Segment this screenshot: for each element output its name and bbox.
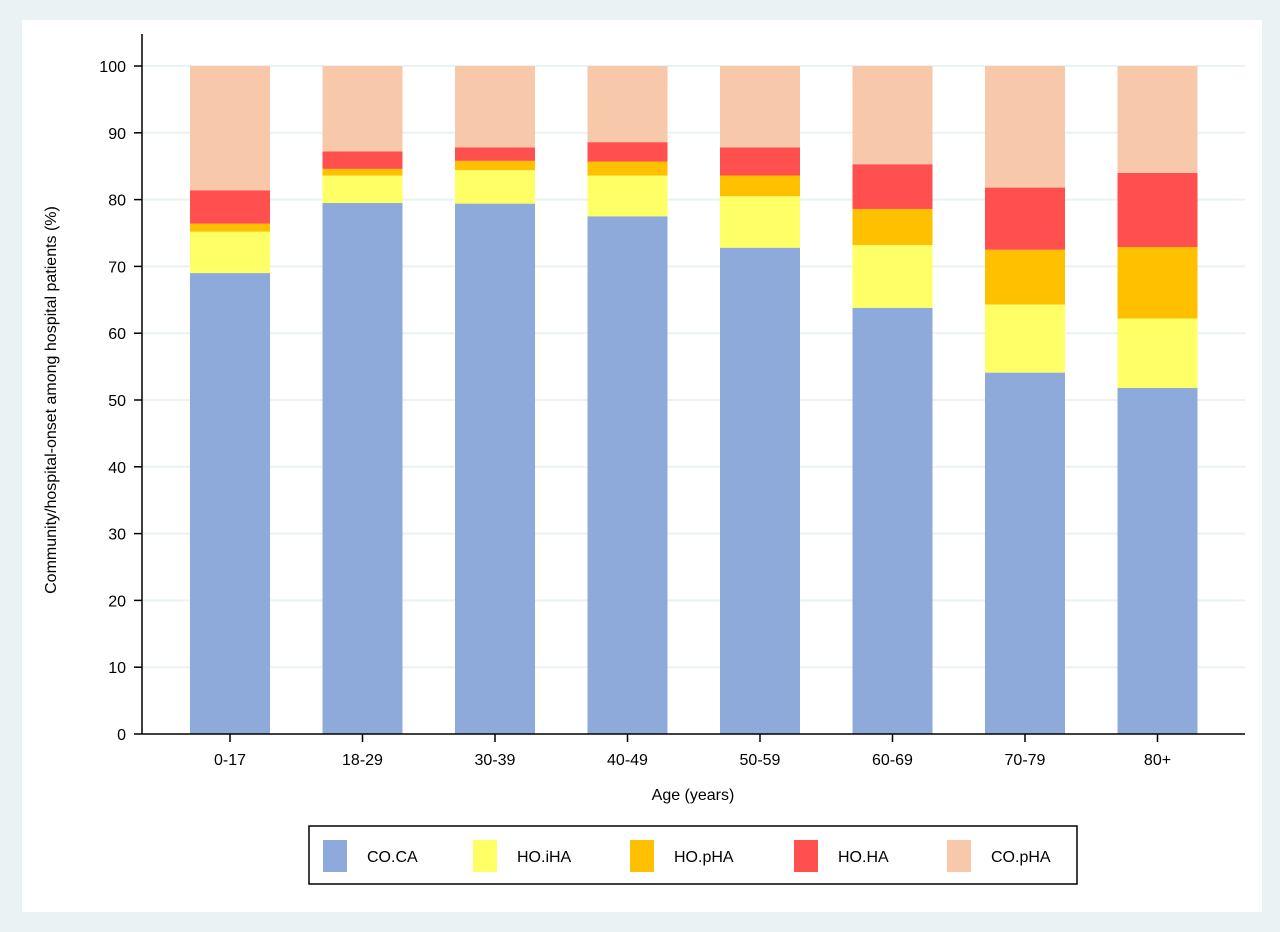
bar-co-pha-80plus bbox=[1117, 66, 1198, 173]
y-tick-label: 20 bbox=[108, 593, 126, 610]
bar-co-pha-18-29 bbox=[322, 66, 403, 152]
bar-co-pha-40-49 bbox=[587, 66, 668, 143]
legend-swatch-ho-iha bbox=[473, 840, 497, 872]
bar-ho-pha-70-79 bbox=[985, 249, 1065, 305]
bar-co-ca-80plus bbox=[1117, 387, 1198, 734]
x-tick-label: 50-59 bbox=[740, 752, 781, 769]
legend-label-co-ca: CO.CA bbox=[367, 849, 418, 866]
x-tick-label: 18-29 bbox=[342, 752, 383, 769]
y-tick-label: 40 bbox=[108, 460, 126, 477]
bar-co-ca-30-39 bbox=[455, 203, 535, 734]
bar-ho-iha-80plus bbox=[1117, 318, 1198, 388]
bar-co-pha-30-39 bbox=[455, 66, 535, 148]
bars bbox=[190, 66, 1198, 735]
bar-co-pha-60-69 bbox=[852, 66, 933, 165]
bar-co-pha-50-59 bbox=[720, 66, 800, 148]
bar-ho-iha-50-59 bbox=[720, 196, 800, 248]
legend-label-ho-pha: HO.pHA bbox=[674, 849, 734, 866]
legend-label-ho-iha: HO.iHA bbox=[517, 849, 572, 866]
bar-ho-pha-30-39 bbox=[455, 160, 535, 171]
bar-co-ca-18-29 bbox=[322, 202, 403, 734]
y-axis-title: Community/hospital-onset among hospital … bbox=[43, 206, 60, 594]
x-axis-title: Age (years) bbox=[652, 787, 735, 804]
bar-co-ca-60-69 bbox=[852, 307, 933, 734]
bar-ho-ha-70-79 bbox=[985, 187, 1065, 250]
x-tick-label: 60-69 bbox=[872, 752, 913, 769]
bar-co-pha-70-79 bbox=[985, 66, 1065, 188]
axes bbox=[134, 34, 1245, 742]
legend-swatch-co-pha bbox=[947, 840, 971, 872]
bar-ho-pha-40-49 bbox=[587, 161, 668, 176]
bar-ho-iha-60-69 bbox=[852, 245, 933, 308]
y-tick-label: 0 bbox=[117, 727, 126, 744]
y-tick-label: 60 bbox=[108, 326, 126, 343]
bar-ho-pha-50-59 bbox=[720, 175, 800, 197]
bar-ho-pha-18-29 bbox=[322, 168, 403, 176]
bar-ho-iha-18-29 bbox=[322, 175, 403, 203]
y-tick-label: 90 bbox=[108, 126, 126, 143]
bar-ho-pha-60-69 bbox=[852, 208, 933, 246]
bar-co-pha-0-17 bbox=[190, 66, 270, 191]
legend-swatch-co-ca bbox=[323, 840, 347, 872]
x-tick-label: 40-49 bbox=[607, 752, 648, 769]
bar-co-ca-50-59 bbox=[720, 247, 800, 735]
legend-label-ho-ha: HO.HA bbox=[838, 849, 889, 866]
bar-co-ca-0-17 bbox=[190, 273, 270, 734]
x-tick-label: 0-17 bbox=[214, 752, 246, 769]
bar-ho-ha-0-17 bbox=[190, 190, 270, 224]
bar-co-ca-40-49 bbox=[587, 216, 668, 735]
bar-ho-iha-0-17 bbox=[190, 231, 270, 274]
x-tick-label: 80+ bbox=[1144, 752, 1171, 769]
y-tick-label: 80 bbox=[108, 193, 126, 210]
bar-ho-pha-80plus bbox=[1117, 247, 1198, 319]
x-tick-label: 30-39 bbox=[475, 752, 516, 769]
y-tick-label: 10 bbox=[108, 660, 126, 677]
x-tick-label: 70-79 bbox=[1005, 752, 1046, 769]
bar-ho-ha-18-29 bbox=[322, 151, 403, 169]
bar-ho-ha-60-69 bbox=[852, 164, 933, 209]
tick-labels: 0 10 20 30 40 50 60 70 80 90 100 0-17 18-29 30-39 40-4… bbox=[99, 59, 1171, 769]
legend-label-co-pha: CO.pHA bbox=[991, 849, 1051, 866]
bar-ho-ha-40-49 bbox=[587, 142, 668, 162]
bar-ho-pha-0-17 bbox=[190, 223, 270, 232]
y-tick-label: 100 bbox=[99, 59, 126, 76]
bar-ho-ha-80plus bbox=[1117, 172, 1198, 248]
bar-co-ca-70-79 bbox=[985, 372, 1065, 734]
bar-ho-iha-30-39 bbox=[455, 170, 535, 204]
bar-ho-iha-40-49 bbox=[587, 175, 668, 217]
y-tick-label: 50 bbox=[108, 393, 126, 410]
legend-swatch-ho-pha bbox=[630, 840, 654, 872]
legend-swatch-ho-ha bbox=[794, 840, 818, 872]
y-tick-label: 30 bbox=[108, 527, 126, 544]
bar-ho-ha-30-39 bbox=[455, 147, 535, 161]
bar-ho-iha-70-79 bbox=[985, 304, 1065, 373]
legend: CO.CA HO.iHA HO.pHA HO.HA CO.pHA bbox=[308, 825, 1078, 885]
bar-ho-ha-50-59 bbox=[720, 147, 800, 176]
y-tick-label: 70 bbox=[108, 259, 126, 276]
